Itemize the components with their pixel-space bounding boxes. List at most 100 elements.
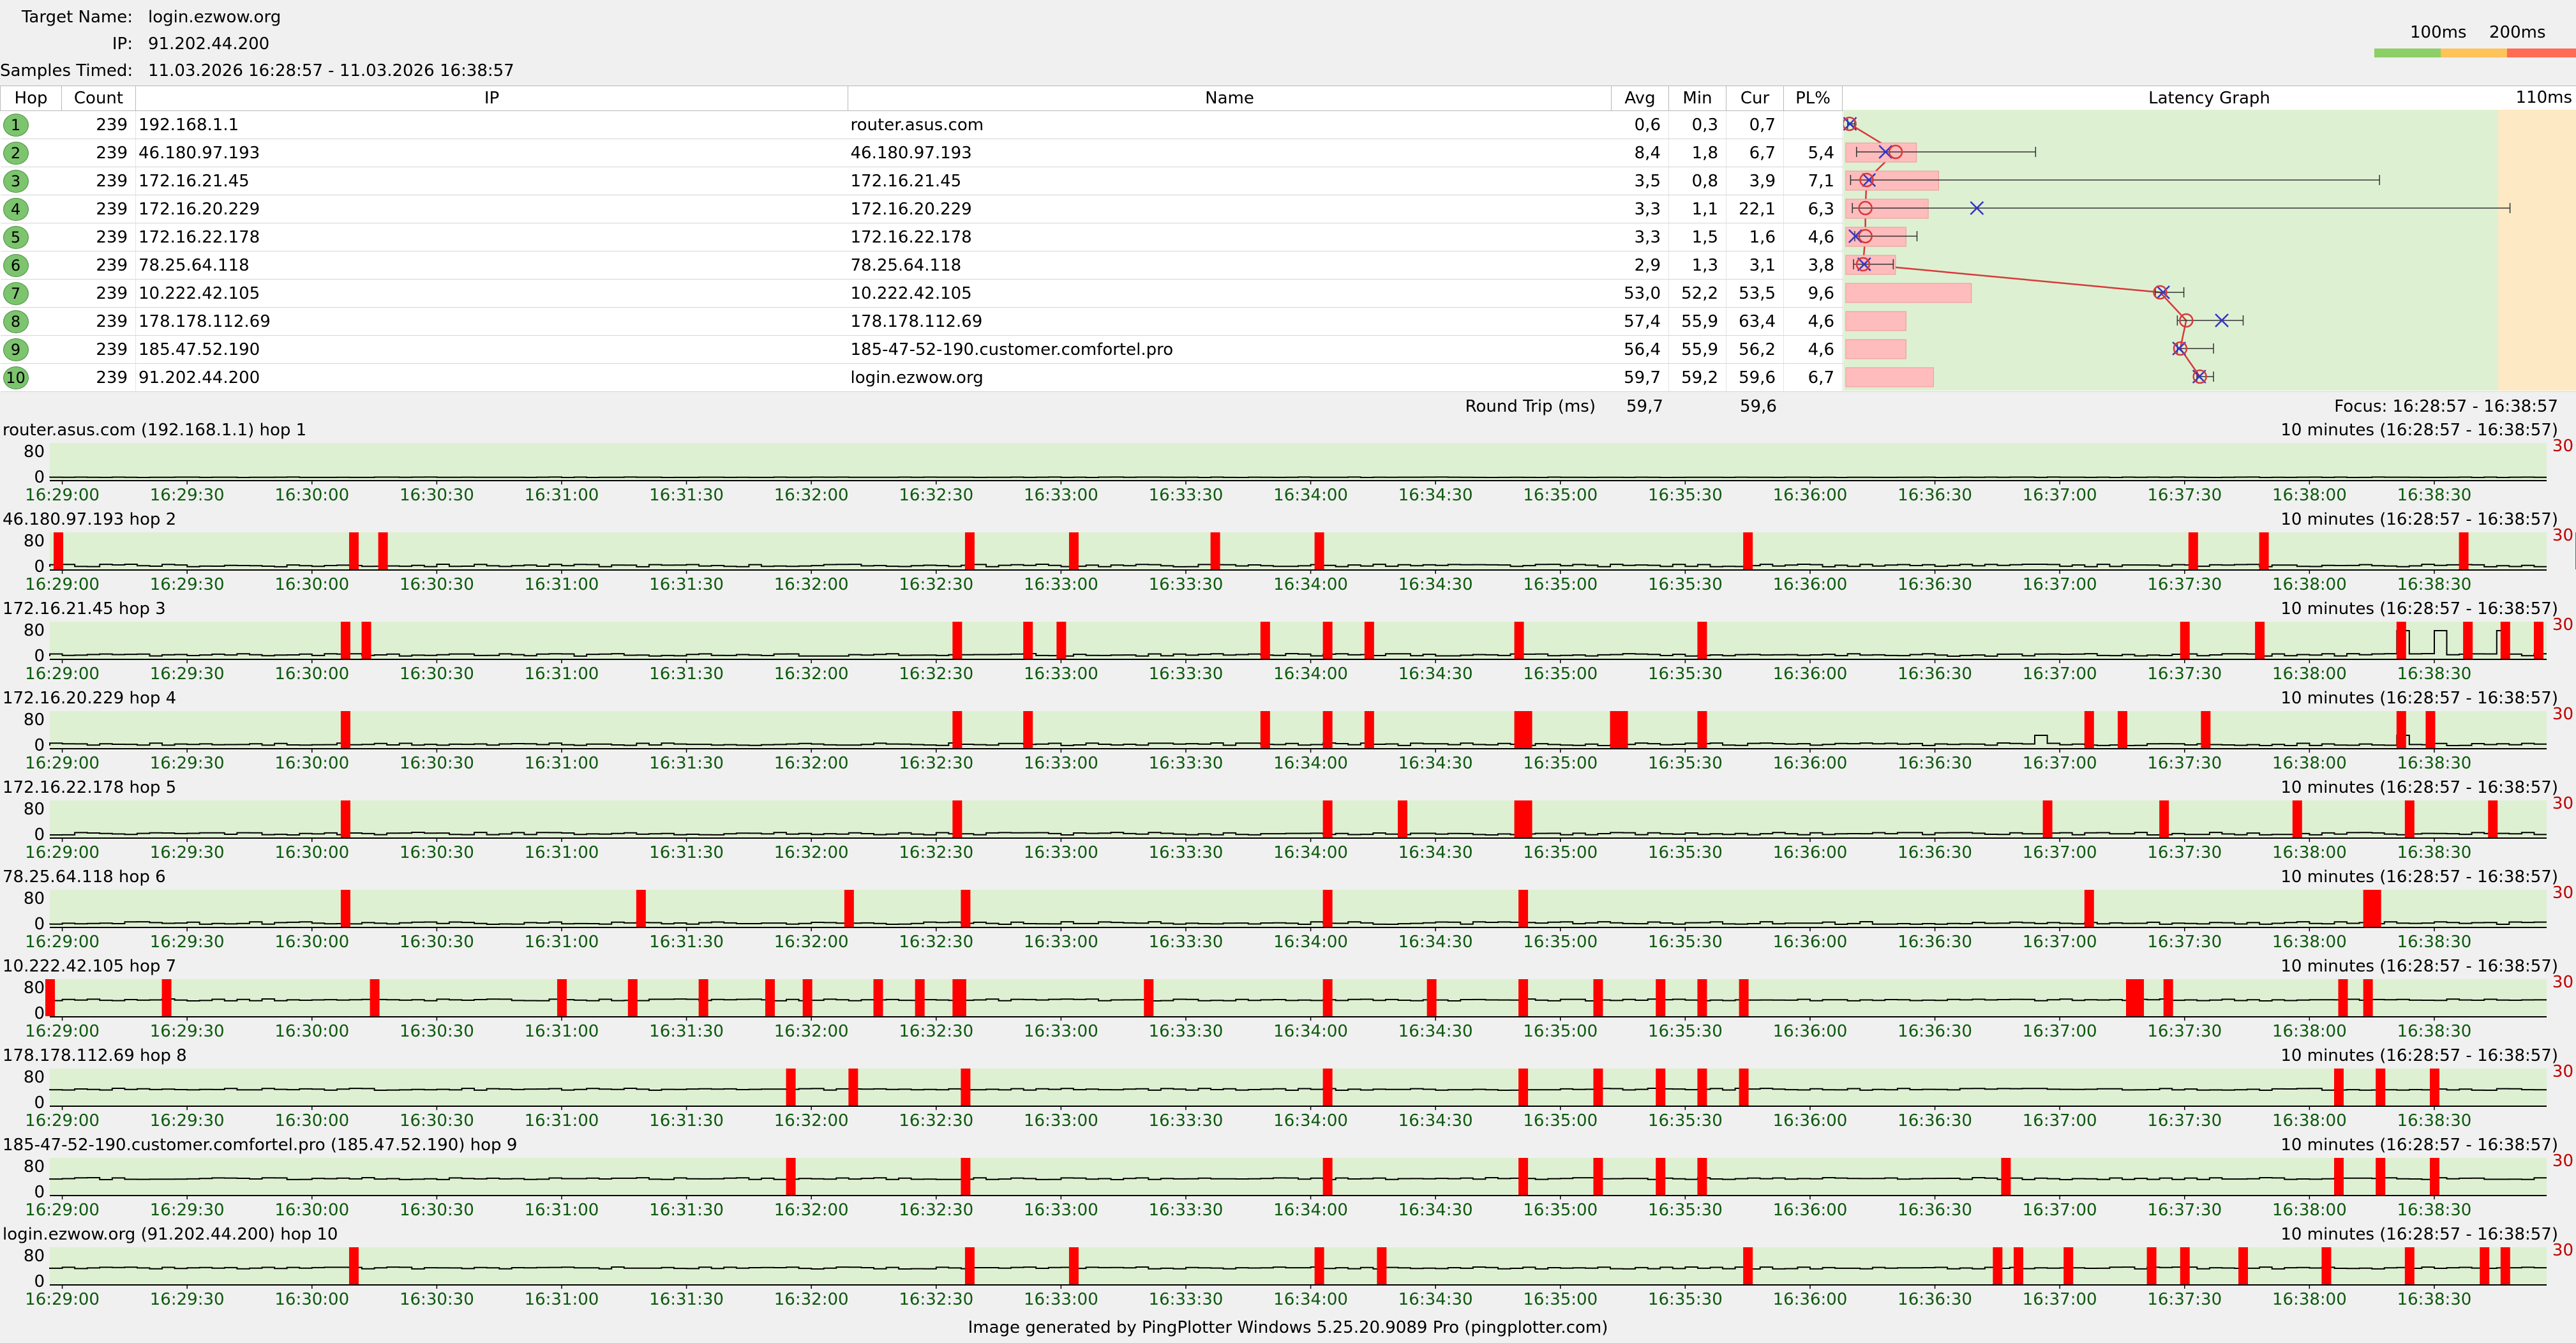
latency-legend: 100ms 200ms [2374, 23, 2576, 61]
col-avg[interactable]: Avg [1611, 86, 1669, 111]
latency-trace [49, 921, 2547, 925]
timeline-tick-label: 16:33:30 [1149, 664, 1224, 684]
timeline-tick-label: 16:33:00 [1024, 1290, 1098, 1309]
timeline-tick-label: 16:38:00 [2272, 1022, 2347, 1041]
avg-cell: 0,6 [1611, 110, 1669, 139]
packet-loss-marker [1656, 1158, 1666, 1195]
hop-number-badge: 3 [3, 169, 29, 193]
timeline-tick-label: 16:36:00 [1773, 575, 1848, 594]
col-ip[interactable]: IP [135, 86, 848, 111]
col-min[interactable]: Min [1668, 86, 1726, 111]
current-latency-marker [1848, 229, 1862, 243]
current-latency-marker [1878, 145, 1893, 159]
packet-loss-marker [1322, 1158, 1333, 1195]
hop-timeline-panel[interactable]: 80 0 16:29:00 16:29:30 16:30:00 16:30:30 16:31… [0, 1135, 2576, 1224]
packet-loss-marker [2396, 622, 2406, 659]
timeline-tick-label: 16:29:30 [150, 664, 225, 684]
pl-cell: 4,6 [1783, 307, 1843, 336]
legend-bar-bad [2507, 49, 2576, 57]
packet-loss-marker [1322, 890, 1333, 927]
timeline-tick-label: 16:33:30 [1149, 754, 1224, 773]
hop-cell: 7 [0, 279, 62, 308]
hop-timeline-panel[interactable]: 80 0 16:29:00 16:29:30 16:30:00 16:30:30 16:31… [0, 867, 2576, 956]
hop-timeline-panel[interactable]: 80 0 16:29:00 16:29:30 16:30:00 16:30:30 16:31… [0, 688, 2576, 777]
focus-range: Focus: 16:28:57 - 16:38:57 [2334, 397, 2558, 416]
ip-cell: 172.16.20.229 [135, 195, 848, 223]
timeline-tick-label: 16:36:00 [1773, 664, 1848, 684]
timeline-range: 10 minutes (16:28:57 - 16:38:57) [2280, 599, 2558, 619]
packet-loss-marker [2084, 711, 2094, 748]
legend-bar-good [2374, 49, 2441, 57]
timeline-range: 10 minutes (16:28:57 - 16:38:57) [2280, 1225, 2558, 1244]
timeline-tick-label: 16:32:30 [899, 664, 973, 684]
hop-timeline-panel[interactable]: 80 0 16:29:00 16:29:30 16:30:00 16:30:30 16:31… [0, 509, 2576, 599]
timeline-tick-label: 16:32:30 [899, 754, 973, 773]
hop-timeline-panel[interactable]: 80 0 16:29:00 16:29:30 16:30:00 16:30:30 16:31… [0, 599, 2576, 688]
packet-loss-marker [2001, 1158, 2011, 1195]
timeline-tick-label: 16:31:30 [649, 933, 724, 952]
pl-cell: 3,8 [1783, 251, 1843, 280]
timeline-right-scale: 30 [2552, 883, 2573, 903]
hop-timeline-panel[interactable]: 80 0 16:29:00 16:29:30 16:30:00 16:30:30 16:31… [0, 956, 2576, 1046]
timeline-tick-label: 16:37:00 [2023, 1290, 2097, 1309]
packet-loss-marker [2255, 622, 2265, 659]
packet-loss-bar [1845, 142, 1917, 163]
packet-loss-marker [2363, 890, 2373, 927]
timeline-range: 10 minutes (16:28:57 - 16:38:57) [2280, 689, 2558, 708]
packet-loss-marker [873, 979, 883, 1016]
timeline-chart: 80 016:29:00 16:29:30 16:30:00 16:30:30 16:31… [24, 442, 2547, 505]
timeline-tick-label: 16:36:00 [1773, 754, 1848, 773]
col-count[interactable]: Count [61, 86, 136, 111]
col-name[interactable]: Name [848, 86, 1612, 111]
ip-cell: 10.222.42.105 [135, 279, 848, 308]
timeline-tick-label: 16:36:00 [1773, 1201, 1848, 1220]
col-cur[interactable]: Cur [1726, 86, 1784, 111]
timeline-tick-label: 16:29:00 [25, 754, 100, 773]
latency-trace [49, 564, 2547, 567]
timeline-tick-label: 16:30:00 [274, 1022, 349, 1041]
timeline-chart: 80 016:29:00 16:29:30 16:30:00 16:30:30 16:31… [24, 621, 2547, 684]
timeline-tick-label: 16:32:30 [899, 1111, 973, 1130]
packet-loss-marker [2292, 800, 2302, 837]
timeline-tick-label: 16:29:30 [150, 1290, 225, 1309]
packet-loss-marker [1618, 711, 1628, 748]
timeline-tick-label: 16:38:00 [2272, 1111, 2347, 1130]
col-hop[interactable]: Hop [0, 86, 62, 111]
timeline-tick-label: 16:38:30 [2397, 1290, 2472, 1309]
col-pl[interactable]: PL% [1783, 86, 1843, 111]
timeline-tick-label: 16:32:00 [774, 1290, 849, 1309]
current-latency-marker [2215, 313, 2229, 327]
timeline-right-scale: 30 [2552, 615, 2573, 634]
timeline-right-scale: 30 [2552, 973, 2573, 992]
hop-timeline-panel[interactable]: 80 0 16:29:00 16:29:30 16:30:00 16:30:30 16:31… [0, 1224, 2576, 1314]
hop-timeline-panel[interactable]: 80 0 16:29:00 16:29:30 16:30:00 16:30:30 16:31… [0, 420, 2576, 509]
packet-loss-marker [1656, 1069, 1666, 1106]
timeline-tick-label: 16:34:30 [1398, 1290, 1473, 1309]
avg-latency-marker [2192, 369, 2207, 384]
col-latency-graph[interactable]: Latency Graph 110ms [1842, 86, 2576, 111]
packet-loss-marker [848, 1069, 858, 1106]
name-cell: 172.16.22.178 [848, 223, 1612, 251]
table-row[interactable]: 2 239 46.180.97.193 46.180.97.193 8,4 1,8 6,7 5… [0, 139, 2576, 167]
hop-timeline-panel[interactable]: 80 0 16:29:00 16:29:30 16:30:00 16:30:30 16:31… [0, 777, 2576, 867]
timeline-y-80: 80 [24, 1068, 45, 1087]
timeline-tick-label: 16:37:30 [2147, 1290, 2222, 1309]
packet-loss-marker [1514, 800, 1524, 837]
timeline-y-80: 80 [24, 532, 45, 551]
hop-timeline-panel[interactable]: 80 0 16:29:00 16:29:30 16:30:00 16:30:30 16:31… [0, 1046, 2576, 1135]
timeline-tick-label: 16:35:30 [1648, 486, 1723, 505]
ip-cell: 172.16.21.45 [135, 167, 848, 195]
timeline-tick-label: 16:29:00 [25, 1290, 100, 1309]
packet-loss-marker [2396, 711, 2406, 748]
packet-loss-marker [961, 1069, 971, 1106]
timeline-tick-label: 16:29:30 [150, 1022, 225, 1041]
timeline-tick-label: 16:38:00 [2272, 486, 2347, 505]
timeline-tick-label: 16:30:30 [400, 1022, 474, 1041]
timeline-tick-label: 16:37:00 [2023, 843, 2097, 862]
packet-loss-marker [2404, 800, 2415, 837]
timeline-range: 10 minutes (16:28:57 - 16:38:57) [2280, 957, 2558, 976]
timeline-tick-label: 16:35:00 [1523, 1290, 1598, 1309]
timeline-y-0: 0 [34, 1093, 45, 1113]
timeline-tick-label: 16:34:00 [1273, 933, 1348, 952]
timeline-tick-label: 16:38:00 [2272, 664, 2347, 684]
